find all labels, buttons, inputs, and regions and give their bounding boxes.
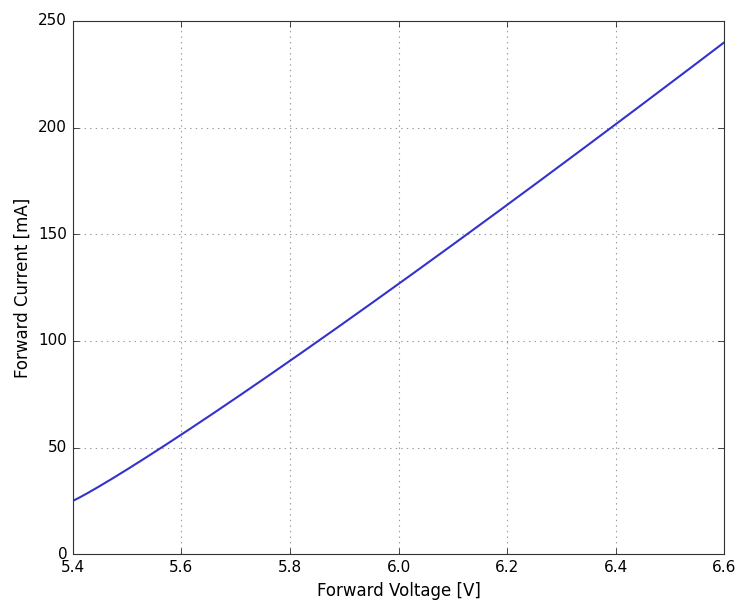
Y-axis label: Forward Current [mA]: Forward Current [mA] <box>13 197 32 378</box>
X-axis label: Forward Voltage [V]: Forward Voltage [V] <box>316 582 481 600</box>
